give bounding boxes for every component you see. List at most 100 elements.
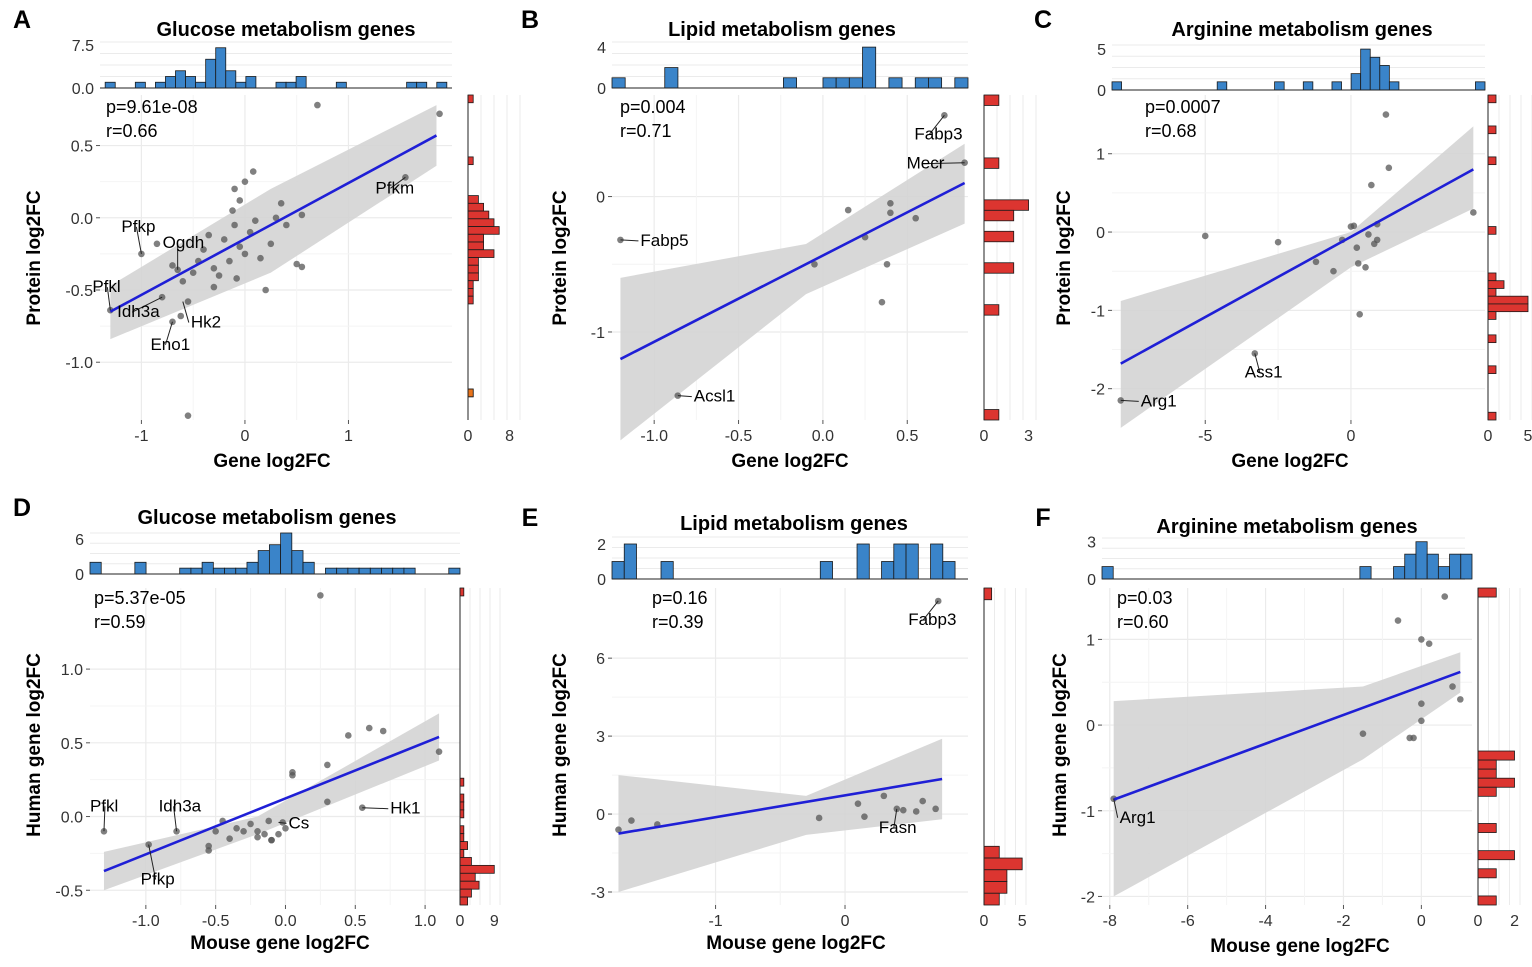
p-value: p=0.03 [1117,588,1173,608]
data-point [177,312,185,320]
x-axis-label: Mouse gene log2FC [1210,936,1390,957]
side-hist-bar [983,881,1008,894]
x-tick-label: -2 [1336,913,1350,930]
y-tick-label: -0.5 [65,283,93,300]
x-tick-label: 1 [344,428,353,445]
side-hist-bar [983,587,993,601]
data-point [241,178,249,185]
chart-title: Lipid metabolism genes [668,19,896,41]
y-tick-label: 0.5 [71,139,93,156]
panel-letter: B [521,6,539,34]
data-point [236,197,244,204]
top-hist-bar [302,561,315,575]
data-point [262,286,269,294]
data-point [899,806,907,814]
data-point [247,820,254,828]
side-hist-bar [467,295,474,305]
side-hist-bar [459,849,465,858]
data-point [275,830,282,838]
data-point [1365,231,1372,238]
side-hist-bar [467,233,485,243]
side-hist-bar [1477,850,1515,861]
y-tick-label: -1 [1081,804,1095,821]
gene-label: Mecr [907,154,945,173]
data-point [811,260,818,268]
top-hist-tick-label: 7.5 [72,38,94,55]
gene-label-connector [1254,353,1261,373]
side-hist-bar [1487,288,1497,297]
data-point [861,813,868,820]
data-point [1350,222,1358,230]
data-point [878,298,886,306]
side-hist-bar [1487,303,1529,313]
x-tick-label: 0.0 [812,428,834,445]
y-tick-label: 3 [596,729,605,746]
side-hist-tick-label: 0 [980,428,989,445]
side-hist-bar [983,409,1000,421]
data-point [435,748,443,755]
data-point [1457,696,1464,703]
side-hist-bar [467,195,479,204]
x-tick-label: 0.5 [896,428,918,445]
side-hist-bar [1487,311,1497,320]
chart-title: Arginine metabolism genes [1156,516,1417,538]
x-tick-label: 0.0 [274,913,296,930]
side-hist-bar [459,809,465,819]
data-point [272,214,280,222]
top-hist-bar [205,58,217,89]
gene-label: Pfkl [92,277,120,296]
top-hist-bar [403,567,416,575]
p-value: p=0.16 [652,588,708,608]
data-point [912,808,920,815]
panel-E: Fabp3 Fasn -1 0 -3 0 3 6 p=0.16 r=0.39 0 2 0 5 E Lipid … [522,504,1027,954]
y-tick-label: 0 [1086,718,1095,735]
top-hist-bar [1475,81,1486,91]
data-point [314,101,321,109]
data-point [184,298,192,305]
y-tick-label: -1.0 [65,355,93,372]
x-axis-label: Gene log2FC [213,451,330,472]
data-point [236,243,244,250]
data-point [912,214,919,222]
top-hist-tick-label: 0 [1087,572,1096,589]
top-hist-bar [448,567,461,575]
gene-label-connector [182,301,190,323]
data-point [1353,244,1361,252]
data-point [1368,181,1375,189]
data-point [1373,236,1381,244]
side-hist-tick-label: 0 [456,913,465,930]
x-tick-label: -4 [1258,913,1272,930]
top-hist-bar [347,567,360,575]
y-tick-label: -1 [1091,303,1105,320]
top-hist-bar [819,561,833,580]
top-hist-bar [1359,566,1372,580]
x-tick-label: -5 [1198,428,1212,445]
side-hist-bar [1487,94,1497,104]
confidence-band [1120,126,1474,428]
panel-letter: C [1034,6,1052,34]
data-point [241,250,249,258]
side-hist-bar [1477,895,1497,906]
side-hist-tick-label: 0 [980,913,989,930]
top-hist-bar [783,77,797,89]
data-point [1449,683,1456,690]
gene-label: Hk1 [390,799,420,818]
top-hist-bar [1379,65,1390,91]
side-hist-bar [459,888,472,898]
side-hist-bar [467,241,485,251]
y-tick-label: -0.5 [55,883,83,900]
top-hist-bar [291,550,304,575]
data-point [210,283,218,291]
side-hist-bar [467,288,474,297]
gene-label-connector [620,239,639,242]
x-tick-label: 0 [240,428,249,445]
data-point [267,240,275,248]
side-hist-bar [1477,777,1515,788]
y-tick-label: -3 [591,885,605,902]
side-hist-bar [1487,365,1497,374]
side-hist-bar [467,264,479,274]
data-point [283,221,290,229]
gene-label: Ass1 [1245,362,1283,381]
top-hist-bar [1360,48,1371,91]
side-hist-bar [1477,868,1497,879]
